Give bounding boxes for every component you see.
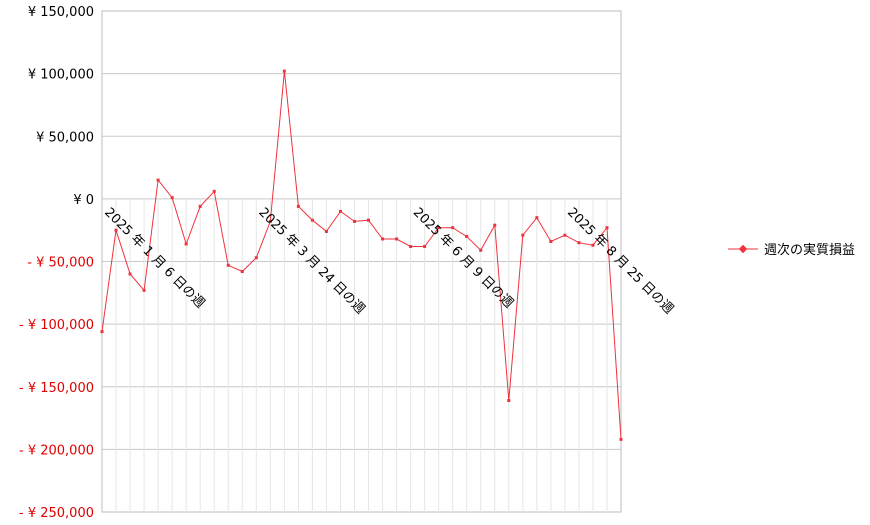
x-gridlines: [115, 198, 608, 512]
data-point: [381, 237, 385, 241]
data-point: [338, 209, 342, 213]
data-point: [423, 244, 427, 248]
y-tick-label: ¥ 50,000: [36, 130, 94, 145]
y-tick-label: ¥ 0: [73, 193, 94, 208]
y-tick-label: - ¥ 150,000: [19, 381, 94, 396]
y-tick-label: - ¥ 100,000: [19, 318, 94, 333]
data-point: [367, 218, 371, 222]
data-point: [240, 270, 244, 274]
data-point: [352, 219, 356, 223]
data-point: [170, 196, 174, 200]
data-point: [156, 178, 160, 182]
plot-frame: [101, 10, 622, 513]
data-point: [142, 288, 146, 292]
gridlines: [102, 10, 621, 513]
data-point: [619, 437, 623, 441]
data-point: [114, 228, 118, 232]
data-point: [282, 69, 286, 73]
legend: 週次の実質損益: [728, 242, 855, 258]
data-point: [493, 223, 497, 227]
y-tick-label: ¥ 150,000: [28, 5, 94, 20]
data-point: [268, 219, 272, 223]
data-point: [521, 233, 525, 237]
data-point: [465, 234, 469, 238]
data-point: [591, 243, 595, 247]
data-point: [535, 216, 539, 220]
data-point: [310, 218, 314, 222]
data-point: [254, 256, 258, 260]
y-tick-label: ¥ 100,000: [28, 68, 94, 83]
data-point: [563, 233, 567, 237]
y-tick-label: - ¥ 200,000: [19, 443, 94, 458]
series-layer: [100, 69, 623, 441]
data-point: [100, 330, 104, 334]
data-point: [437, 226, 441, 230]
data-point: [128, 272, 132, 276]
x-tick-label: 2025 年 1 月 6 日の週: [101, 205, 207, 311]
data-point: [409, 244, 413, 248]
y-tick-label: - ¥ 250,000: [19, 506, 94, 521]
data-point: [605, 226, 609, 230]
y-tick-label: - ¥ 50,000: [27, 256, 94, 271]
legend-label: 週次の実質損益: [764, 242, 855, 258]
data-point: [296, 204, 300, 208]
data-point: [395, 237, 399, 241]
data-point: [212, 189, 216, 193]
legend-marker: [738, 244, 748, 254]
data-point: [324, 229, 328, 233]
data-point: [479, 248, 483, 252]
series-line: [101, 71, 622, 440]
data-point: [549, 239, 553, 243]
x-tick-label: 2025 年 6 月 9 日の週: [410, 205, 516, 311]
data-point: [451, 226, 455, 230]
data-point: [507, 399, 511, 403]
data-point: [184, 242, 188, 246]
y-axis-ticks: ¥ 150,000 ¥ 100,000 ¥ 50,000 ¥ 0 - ¥ 50,000 -…: [19, 5, 94, 521]
data-point: [198, 204, 202, 208]
data-point: [577, 241, 581, 245]
data-point: [226, 263, 230, 267]
